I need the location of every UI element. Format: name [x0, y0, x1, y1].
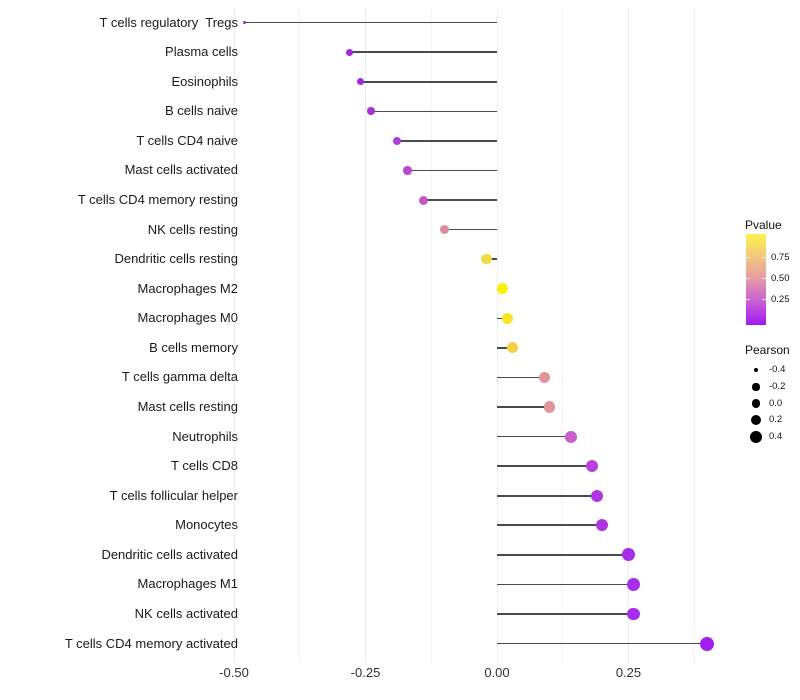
data-point-dot	[496, 283, 508, 295]
pearson-legend-label: -0.4	[769, 364, 786, 375]
x-axis-tick-label: 0.25	[615, 665, 642, 680]
y-axis-label: B cells naive	[165, 103, 238, 119]
pearson-legend-dot	[750, 431, 762, 443]
x-axis-tick-label: -0.25	[350, 665, 381, 680]
data-point-dot	[481, 253, 492, 265]
lollipop-stem	[497, 465, 592, 467]
y-axis-label: Neutrophils	[172, 428, 238, 444]
data-point-dot	[538, 371, 551, 384]
major-gridline	[496, 7, 498, 663]
data-point-dot	[507, 342, 519, 354]
lollipop-stem	[444, 228, 497, 231]
pearson-legend-dot	[753, 367, 759, 373]
data-point-dot	[627, 607, 641, 621]
minor-gridline	[562, 7, 564, 663]
data-point-dot	[392, 136, 402, 146]
pearson-legend-label: 0.4	[769, 431, 783, 442]
pvalue-legend-title: Pvalue	[745, 218, 782, 232]
y-axis-label: Macrophages M0	[137, 310, 238, 326]
x-axis-tick-label: -0.50	[219, 665, 249, 680]
y-axis-label: Dendritic cells activated	[101, 546, 238, 562]
data-point-dot	[627, 577, 641, 591]
lollipop-stem	[486, 258, 497, 260]
data-point-dot	[356, 78, 364, 86]
y-axis-label: NK cells activated	[134, 606, 238, 621]
lollipop-stem	[497, 613, 634, 615]
pearson-legend-dot	[750, 414, 762, 426]
lollipop-stem	[397, 140, 497, 142]
data-point-dot	[596, 519, 609, 532]
pearson-legend-label: 0.0	[769, 397, 783, 409]
lollipop-stem	[497, 494, 597, 497]
colorbar-tick-mark	[746, 298, 750, 301]
minor-gridline	[693, 7, 695, 663]
data-point-dot	[564, 430, 577, 443]
lollipop-stem	[349, 51, 497, 53]
data-point-dot	[543, 401, 556, 413]
lollipop-stem	[423, 199, 497, 201]
pvalue-tick-label: 0.50	[771, 272, 790, 284]
x-axis-tick-label: 0.00	[484, 665, 510, 680]
lollipop-stem	[497, 347, 513, 349]
data-point-dot	[346, 48, 354, 56]
y-axis-label: T cells CD4 naive	[136, 132, 238, 148]
lollipop-stem	[497, 406, 550, 408]
pvalue-tick-label: 0.75	[771, 251, 790, 263]
y-axis-label: B cells memory	[149, 339, 238, 355]
colorbar-tick-mark	[762, 256, 766, 259]
colorbar-tick-mark	[762, 298, 766, 301]
y-axis-label: T cells CD4 memory resting	[77, 192, 238, 208]
y-axis-label: T cells CD4 memory activated	[64, 635, 238, 651]
minor-gridline	[299, 7, 301, 663]
y-axis-label: T cells CD8	[171, 458, 238, 474]
data-point-dot	[585, 460, 598, 473]
y-axis-label: NK cells resting	[147, 221, 238, 237]
pvalue-tick-label: 0.25	[771, 293, 790, 305]
y-axis-label: Macrophages M2	[137, 280, 238, 296]
y-axis-label: Macrophages M1	[137, 576, 238, 592]
lollipop-stem	[360, 80, 497, 83]
y-axis-label: T cells gamma delta	[121, 369, 238, 385]
pearson-legend-dot	[751, 399, 761, 408]
major-gridline	[233, 7, 235, 663]
y-axis-label: Monocytes	[175, 517, 238, 533]
lollipop-stem	[497, 642, 708, 645]
lollipop-stem	[497, 554, 629, 556]
lollipop-stem	[497, 583, 634, 586]
data-point-dot	[439, 224, 450, 235]
pearson-legend-label: 0.2	[769, 414, 783, 425]
y-axis-label: Mast cells resting	[137, 399, 238, 414]
data-point-dot	[243, 21, 247, 25]
data-point-dot	[418, 195, 428, 205]
data-point-dot	[700, 636, 715, 651]
lollipop-stem	[407, 169, 497, 172]
lollipop-stem	[497, 376, 545, 379]
data-point-dot	[403, 166, 412, 175]
pearson-legend-label: -0.2	[769, 381, 786, 392]
lollipop-stem	[244, 21, 497, 24]
y-axis-label: Plasma cells	[165, 44, 238, 60]
lollipop-stem	[370, 110, 497, 113]
y-axis-label: Eosinophils	[171, 73, 239, 89]
data-point-dot	[622, 548, 635, 562]
data-point-dot	[590, 489, 604, 502]
major-gridline	[365, 7, 366, 663]
colorbar-tick-mark	[746, 277, 750, 280]
y-axis-label: Dendritic cells resting	[114, 251, 238, 267]
y-axis-label: T cells follicular helper	[109, 487, 238, 503]
lollipop-stem	[497, 435, 571, 438]
colorbar-tick-mark	[746, 256, 750, 259]
y-axis-label: T cells regulatory Tregs	[99, 14, 238, 30]
y-axis-label: Mast cells activated	[124, 162, 238, 178]
pearson-legend-dot	[752, 383, 760, 391]
data-point-dot	[502, 312, 513, 324]
major-gridline	[628, 7, 629, 663]
pvalue-colorbar	[746, 234, 766, 325]
pearson-legend-title: Pearson	[745, 343, 790, 357]
colorbar-tick-mark	[762, 277, 766, 280]
lollipop-stem	[497, 524, 603, 527]
minor-gridline	[430, 7, 432, 663]
data-point-dot	[366, 107, 375, 116]
